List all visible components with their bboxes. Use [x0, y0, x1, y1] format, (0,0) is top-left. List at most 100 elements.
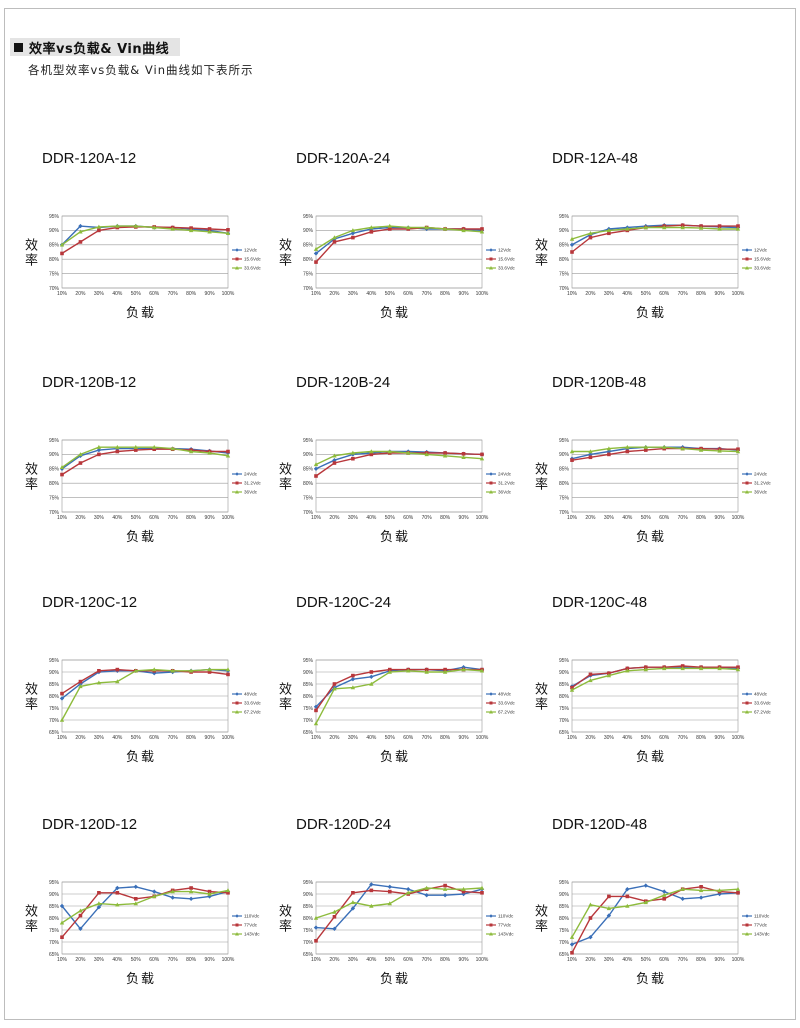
data-point	[480, 891, 484, 895]
data-point	[479, 456, 485, 461]
y-tick-label: 85%	[303, 682, 314, 688]
legend-label: 33.6Vdc	[754, 701, 772, 706]
y-tick-label: 85%	[303, 467, 314, 473]
x-tick-label: 40%	[366, 735, 377, 741]
x-tick-label: 60%	[149, 957, 160, 963]
x-tick-label: 90%	[205, 735, 216, 741]
data-point	[643, 444, 648, 449]
data-point	[369, 225, 374, 230]
data-point	[717, 224, 722, 228]
data-point	[662, 892, 667, 897]
data-point	[313, 251, 319, 256]
y-tick-label: 65%	[49, 730, 60, 736]
data-point	[606, 228, 612, 233]
x-tick-label: 30%	[348, 957, 359, 963]
legend-marker	[745, 490, 749, 494]
data-point	[313, 466, 319, 471]
legend-label: 143Vdc	[498, 932, 514, 937]
y-tick-label: 75%	[559, 271, 570, 277]
series-line	[61, 447, 229, 470]
data-point	[170, 226, 175, 231]
data-point	[78, 452, 83, 457]
x-tick-label: 70%	[678, 957, 689, 963]
legend-label: 15.6Vdc	[754, 257, 772, 262]
y-tick-label: 85%	[559, 467, 570, 473]
y-tick-label: 65%	[303, 952, 314, 958]
y-tick-label: 80%	[303, 481, 314, 487]
chart-plot: 95%90%85%80%75%70%10% 20% 30% 40% 50% 60% 70% 8…	[559, 214, 772, 297]
data-point	[387, 901, 392, 906]
plot-area	[315, 439, 483, 513]
x-tick-label: 40%	[112, 735, 123, 741]
y-axis-label: 效率	[532, 904, 547, 934]
data-point	[625, 226, 630, 231]
y-tick-label: 90%	[303, 228, 314, 234]
data-point	[643, 667, 648, 672]
y-tick-label: 90%	[303, 892, 314, 898]
y-tick-label: 95%	[49, 880, 60, 886]
data-point	[680, 223, 685, 228]
data-point	[133, 223, 138, 228]
legend-label: 24Vdc	[498, 472, 512, 477]
data-point	[133, 897, 138, 901]
x-tick-label: 50%	[641, 735, 652, 741]
data-point	[152, 667, 157, 672]
legend-label: 36Vdc	[498, 490, 512, 495]
x-tick-label: 20%	[329, 515, 340, 521]
efficiency-chart: DDR-120C-48 95% 90% 85% 80% 75% 70% 65% 10% 20% 30…	[532, 594, 776, 769]
data-point	[332, 235, 337, 240]
data-point	[736, 224, 740, 228]
x-tick-label: 100%	[732, 515, 745, 521]
y-tick-label: 85%	[303, 904, 314, 910]
efficiency-chart: DDR-120B-48 95% 90% 85% 80% 75% 70% 10% 20% 30% 40…	[532, 374, 776, 549]
y-tick-label: 65%	[303, 730, 314, 736]
data-point	[225, 667, 231, 672]
section-subtitle: 各机型效率vs负载& Vin曲线如下表所示	[28, 63, 254, 77]
data-point	[736, 665, 740, 669]
data-point	[96, 224, 102, 229]
data-point	[607, 671, 611, 675]
data-point	[115, 449, 120, 454]
y-tick-label: 70%	[559, 718, 570, 724]
data-point	[59, 920, 65, 925]
x-tick-label: 20%	[75, 515, 86, 521]
data-point	[189, 886, 193, 890]
x-tick-label: 100%	[476, 735, 489, 741]
data-point	[313, 915, 319, 920]
series-line	[315, 225, 483, 250]
legend-label: 143Vdc	[244, 932, 260, 937]
data-point	[313, 246, 319, 251]
data-point	[698, 225, 704, 230]
x-tick-label: 10%	[57, 291, 68, 297]
x-tick-label: 20%	[585, 735, 596, 741]
data-point	[736, 891, 740, 895]
efficiency-chart: DDR-120B-12 95% 90% 85% 80% 75% 70% 10% 20% 30% 40…	[22, 374, 266, 549]
efficiency-chart: DDR-120D-24 95% 90% 85% 80% 75% 70% 65% 10% 20% 30…	[276, 816, 520, 991]
data-point	[461, 452, 466, 456]
legend-marker	[745, 266, 749, 270]
y-tick-label: 85%	[49, 682, 60, 688]
data-point	[570, 951, 574, 955]
x-tick-label: 10%	[311, 515, 322, 521]
data-point	[406, 668, 411, 673]
x-tick-label: 20%	[329, 735, 340, 741]
x-tick-label: 10%	[311, 291, 322, 297]
data-point	[443, 667, 447, 672]
legend-marker	[489, 490, 493, 494]
data-point	[207, 889, 212, 894]
x-tick-label: 50%	[131, 515, 142, 521]
data-point	[387, 227, 392, 231]
data-point	[569, 934, 575, 939]
data-point	[313, 462, 319, 467]
data-point	[480, 452, 484, 457]
y-tick-label: 65%	[559, 952, 570, 958]
data-point	[442, 226, 448, 231]
data-point	[115, 891, 120, 895]
y-axis-label: 效率	[276, 462, 291, 492]
legend-label: 110Vdc	[498, 914, 514, 919]
data-point	[680, 664, 685, 668]
y-tick-label: 80%	[559, 694, 570, 700]
efficiency-chart: DDR-120C-12 95% 90% 85% 80% 75% 70% 65% 10% 20% 30…	[22, 594, 266, 769]
data-point	[188, 896, 194, 901]
legend-marker	[235, 490, 239, 494]
